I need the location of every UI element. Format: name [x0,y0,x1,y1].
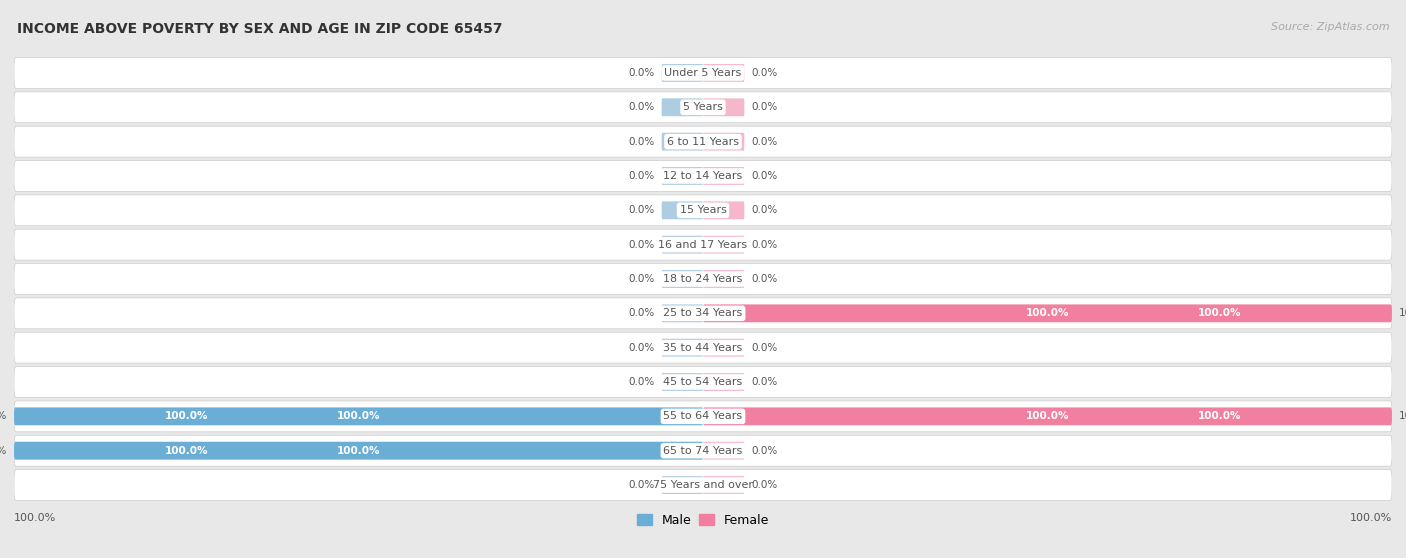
Text: 0.0%: 0.0% [628,377,655,387]
FancyBboxPatch shape [662,64,703,82]
FancyBboxPatch shape [662,235,703,253]
FancyBboxPatch shape [662,133,703,151]
Text: 100.0%: 100.0% [1026,309,1069,318]
Text: 65 to 74 Years: 65 to 74 Years [664,446,742,456]
FancyBboxPatch shape [14,367,1392,397]
FancyBboxPatch shape [14,126,1392,157]
Text: 45 to 54 Years: 45 to 54 Years [664,377,742,387]
Text: 100.0%: 100.0% [1026,411,1069,421]
FancyBboxPatch shape [662,270,703,288]
FancyBboxPatch shape [14,407,703,425]
FancyBboxPatch shape [662,339,703,357]
Text: Under 5 Years: Under 5 Years [665,68,741,78]
FancyBboxPatch shape [703,133,744,151]
FancyBboxPatch shape [14,263,1392,295]
Text: 100.0%: 100.0% [1198,411,1241,421]
Text: 0.0%: 0.0% [751,137,778,147]
FancyBboxPatch shape [703,339,744,357]
FancyBboxPatch shape [14,195,1392,226]
Text: 0.0%: 0.0% [628,102,655,112]
FancyBboxPatch shape [662,305,703,323]
Text: 0.0%: 0.0% [751,274,778,284]
Text: 0.0%: 0.0% [628,205,655,215]
Legend: Male, Female: Male, Female [631,509,775,532]
FancyBboxPatch shape [703,235,744,253]
FancyBboxPatch shape [662,98,703,116]
Text: 0.0%: 0.0% [751,446,778,456]
Text: 100.0%: 100.0% [0,411,7,421]
Text: 18 to 24 Years: 18 to 24 Years [664,274,742,284]
Text: 100.0%: 100.0% [0,446,7,456]
FancyBboxPatch shape [703,167,744,185]
FancyBboxPatch shape [14,332,1392,363]
Text: 100.0%: 100.0% [165,411,208,421]
Text: 0.0%: 0.0% [751,343,778,353]
Text: 15 Years: 15 Years [679,205,727,215]
Text: 0.0%: 0.0% [628,240,655,249]
Text: 100.0%: 100.0% [337,446,380,456]
Text: 25 to 34 Years: 25 to 34 Years [664,309,742,318]
FancyBboxPatch shape [14,229,1392,260]
Text: 0.0%: 0.0% [628,309,655,318]
Text: 100.0%: 100.0% [165,446,208,456]
Text: 75 Years and over: 75 Years and over [652,480,754,490]
FancyBboxPatch shape [703,270,744,288]
FancyBboxPatch shape [703,373,744,391]
FancyBboxPatch shape [14,435,1392,466]
Text: 0.0%: 0.0% [751,68,778,78]
FancyBboxPatch shape [703,98,744,116]
Text: Source: ZipAtlas.com: Source: ZipAtlas.com [1271,22,1389,32]
Text: 35 to 44 Years: 35 to 44 Years [664,343,742,353]
Text: 0.0%: 0.0% [751,102,778,112]
FancyBboxPatch shape [703,407,1392,425]
FancyBboxPatch shape [662,373,703,391]
Text: 0.0%: 0.0% [628,68,655,78]
Text: 0.0%: 0.0% [751,240,778,249]
FancyBboxPatch shape [662,476,703,494]
Text: 0.0%: 0.0% [628,171,655,181]
Text: 0.0%: 0.0% [628,137,655,147]
FancyBboxPatch shape [703,442,744,460]
FancyBboxPatch shape [703,476,744,494]
FancyBboxPatch shape [14,401,1392,432]
FancyBboxPatch shape [703,201,744,219]
FancyBboxPatch shape [14,92,1392,123]
Text: 55 to 64 Years: 55 to 64 Years [664,411,742,421]
Text: 100.0%: 100.0% [1198,309,1241,318]
Text: 100.0%: 100.0% [337,411,380,421]
Text: 0.0%: 0.0% [751,171,778,181]
FancyBboxPatch shape [662,167,703,185]
Text: 16 and 17 Years: 16 and 17 Years [658,240,748,249]
FancyBboxPatch shape [703,64,744,82]
Text: 0.0%: 0.0% [751,377,778,387]
FancyBboxPatch shape [14,442,703,460]
Text: INCOME ABOVE POVERTY BY SEX AND AGE IN ZIP CODE 65457: INCOME ABOVE POVERTY BY SEX AND AGE IN Z… [17,22,502,36]
Text: 0.0%: 0.0% [751,480,778,490]
Text: 5 Years: 5 Years [683,102,723,112]
Text: 100.0%: 100.0% [1399,309,1406,318]
FancyBboxPatch shape [662,201,703,219]
FancyBboxPatch shape [703,305,1392,323]
Text: 0.0%: 0.0% [751,205,778,215]
Text: 100.0%: 100.0% [1399,411,1406,421]
Text: 100.0%: 100.0% [14,512,56,522]
Text: 0.0%: 0.0% [628,274,655,284]
FancyBboxPatch shape [14,470,1392,501]
FancyBboxPatch shape [14,161,1392,191]
Text: 0.0%: 0.0% [628,343,655,353]
Text: 100.0%: 100.0% [1350,512,1392,522]
FancyBboxPatch shape [14,57,1392,88]
Text: 12 to 14 Years: 12 to 14 Years [664,171,742,181]
Text: 6 to 11 Years: 6 to 11 Years [666,137,740,147]
Text: 0.0%: 0.0% [628,480,655,490]
FancyBboxPatch shape [14,298,1392,329]
